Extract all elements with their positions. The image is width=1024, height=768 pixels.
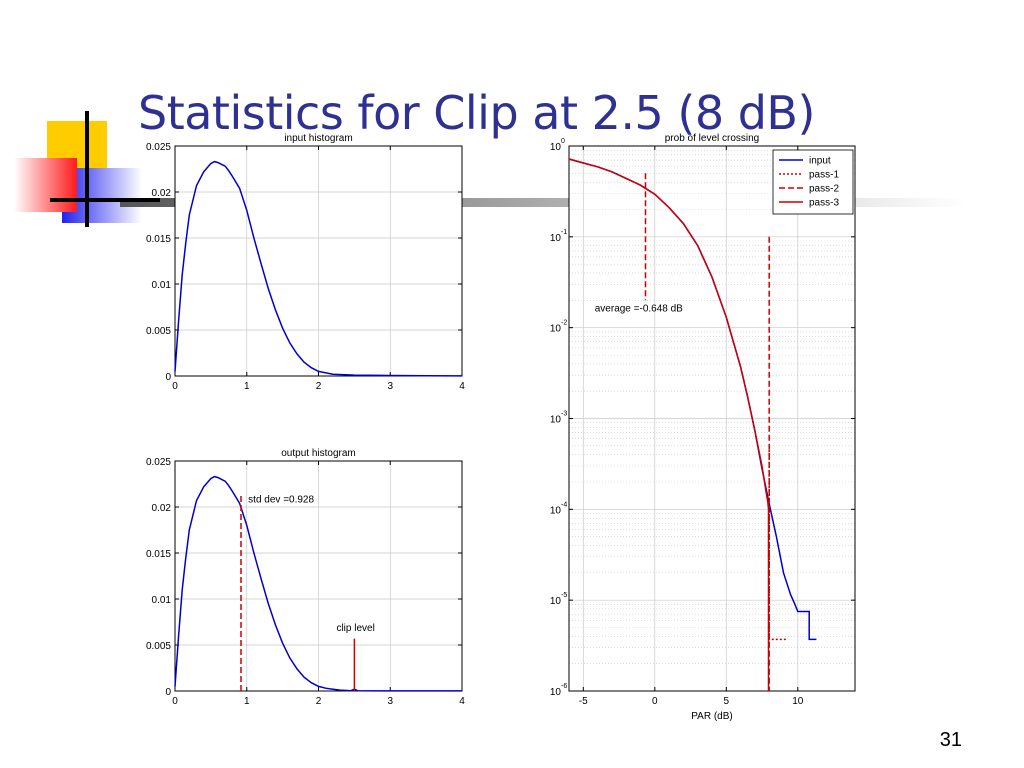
x-tick-label: 0 [172,381,178,392]
deco-horizontal-line [50,198,160,202]
y-tick-label: 10 [550,233,562,244]
y-tick-label: 0.005 [146,641,171,652]
y-tick-label: 10 [550,687,562,698]
x-tick-label: 3 [387,696,393,707]
x-tick-label: 0 [172,696,178,707]
series-line [174,160,463,377]
x-tick-label: 1 [244,381,250,392]
legend-label: pass-3 [809,198,839,209]
y-tick-exponent: 0 [561,138,565,145]
axes-frame [174,460,463,692]
y-tick-exponent: -3 [561,411,567,418]
y-tick-label: 0.02 [152,503,172,514]
legend-label: input [809,156,831,167]
y-tick-label: 10 [550,596,562,607]
y-tick-exponent: -5 [561,592,567,599]
y-tick-label: 10 [550,415,562,426]
y-tick-label: 0.005 [146,326,171,337]
y-tick-label: 0 [165,372,171,383]
y-tick-exponent: -1 [561,229,567,236]
y-tick-label: 10 [550,142,562,153]
series-line [174,475,462,692]
y-tick-exponent: -6 [561,683,567,690]
y-tick-label: 10 [550,324,562,335]
slide-title: Statistics for Clip at 2.5 (8 dB) [138,86,815,140]
x-axis-label: PAR (dB) [691,711,733,722]
y-tick-label: 0.02 [152,188,172,199]
legend-label: pass-2 [809,184,839,195]
x-tick-label: 2 [316,696,322,707]
annotation: clip level [336,623,374,634]
annotation: average =-0.648 dB [595,304,683,315]
deco-red-square [14,158,77,212]
y-tick-exponent: -4 [561,501,567,508]
x-tick-label: 2 [316,381,322,392]
deco-gradient-bar [120,198,965,207]
y-tick-label: 10 [550,505,562,516]
chart-group: 0 1 2 3 4 0 0.005 0.01 0.015 0.02 0.025 input histo… [146,133,465,392]
y-tick-label: 0.01 [152,280,172,291]
y-tick-exponent: -2 [561,320,567,327]
chart-title: prob of level crossing [665,133,760,144]
series-pass-3 [568,158,770,691]
x-tick-label: 3 [387,381,393,392]
x-tick-label: 1 [244,696,250,707]
x-tick-label: 10 [792,696,804,707]
x-tick-label: 5 [724,696,730,707]
x-tick-label: -5 [579,696,588,707]
chart-title: input histogram [284,133,352,144]
chart-title: output histogram [281,448,356,459]
annotation: std dev =0.928 [248,494,314,505]
page-number: 31 [939,729,962,751]
y-tick-label: 0.025 [146,142,171,153]
x-tick-label: 0 [652,696,658,707]
legend-label: pass-1 [809,170,839,181]
y-tick-label: 0.025 [146,457,171,468]
y-tick-label: 0.015 [146,549,171,560]
y-tick-label: 0.01 [152,595,172,606]
x-tick-label: 4 [459,381,465,392]
axes-frame [174,145,463,377]
y-tick-label: 0.015 [146,234,171,245]
axes-frame [568,145,856,692]
y-tick-label: 0 [165,687,171,698]
chart-group: 0 1 2 3 4 0 0.005 0.01 0.015 0.02 0.025 output hist… [146,448,465,707]
deco-vertical-line [85,111,89,227]
x-tick-label: 4 [459,696,465,707]
